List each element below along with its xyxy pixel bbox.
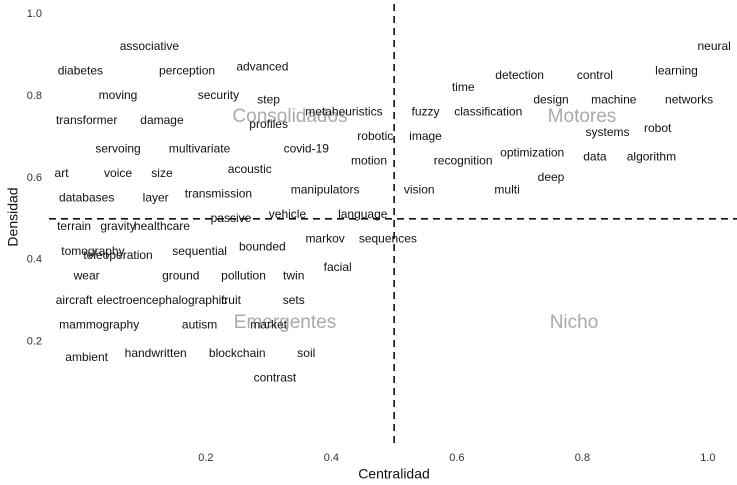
keyword-point: terrain	[57, 219, 91, 233]
keyword-point: image	[409, 129, 442, 143]
keyword-point: markov	[305, 231, 344, 245]
keyword-point: profiles	[249, 117, 288, 131]
keyword-point: covid-19	[284, 141, 330, 155]
quadrant-label: Consolidados	[232, 106, 347, 127]
keyword-point: ground	[162, 268, 199, 282]
keyword-point: fruit	[221, 293, 242, 307]
keyword-point: databases	[59, 191, 114, 205]
keyword-point: diabetes	[58, 64, 103, 78]
keyword-point: size	[151, 166, 173, 180]
keyword-point: twin	[283, 268, 304, 282]
keyword-point: blockchain	[209, 346, 266, 360]
keyword-point: sequential	[172, 244, 227, 258]
quadrant-label: Nicho	[550, 312, 599, 333]
keyword-point: systems	[585, 125, 629, 139]
keyword-point: sets	[283, 293, 305, 307]
keyword-point: sequences	[359, 231, 417, 245]
x-tick-label: 0.2	[198, 452, 213, 464]
x-tick-label: 0.8	[575, 452, 590, 464]
keyword-point: perception	[159, 64, 215, 78]
keyword-point: advanced	[236, 60, 288, 74]
keyword-point: data	[583, 150, 607, 164]
keyword-point: voice	[104, 166, 132, 180]
y-axis-title: Densidad	[5, 187, 21, 246]
keyword-point: gravity	[100, 219, 135, 233]
keyword-point: pollution	[221, 268, 266, 282]
keyword-point: manipulators	[291, 182, 360, 196]
keyword-point: step	[257, 92, 280, 106]
keyword-point: servoing	[95, 141, 140, 155]
keyword-point: security	[198, 88, 239, 102]
keyword-point: machine	[591, 92, 637, 106]
y-tick-label: 1.0	[27, 8, 42, 20]
keyword-point: deep	[538, 170, 565, 184]
keyword-point: neural	[697, 39, 730, 53]
keyword-point: transformer	[56, 113, 117, 127]
keyword-point: ambient	[65, 350, 108, 364]
keyword-point: vehicle	[269, 207, 307, 221]
keyword-point: control	[577, 68, 613, 82]
x-tick-label: 0.4	[324, 452, 339, 464]
y-tick-label: 0.2	[27, 336, 42, 348]
keyword-point: autism	[182, 317, 217, 331]
keyword-point: moving	[99, 88, 138, 102]
keyword-point: optimization	[500, 146, 564, 160]
y-tick-label: 0.4	[27, 254, 42, 266]
keyword-point: metaheuristics	[305, 105, 382, 119]
y-tick-label: 0.6	[27, 172, 42, 184]
keyword-point: aircraft	[56, 293, 93, 307]
keyword-point: motion	[351, 154, 387, 168]
keyword-point: facial	[324, 260, 352, 274]
keyword-point: fuzzy	[412, 105, 440, 119]
keyword-point: bounded	[239, 240, 286, 254]
keyword-point: language	[338, 207, 388, 221]
keyword-point: multi	[494, 182, 519, 196]
keyword-point: associative	[120, 39, 180, 53]
keyword-point: time	[452, 80, 475, 94]
keyword-point: wear	[73, 268, 100, 282]
keyword-point: healthcare	[134, 219, 190, 233]
keyword-point: teleoperation	[83, 248, 152, 262]
keyword-point: tomography	[61, 244, 124, 258]
keyword-point: soil	[297, 346, 315, 360]
keyword-point: detection	[495, 68, 544, 82]
keyword-point: learning	[655, 64, 698, 78]
keyword-point: robotic	[357, 129, 393, 143]
keyword-point: passive	[211, 211, 252, 225]
keyword-point: layer	[143, 191, 169, 205]
keyword-point: acoustic	[228, 162, 272, 176]
keyword-point: robot	[644, 121, 672, 135]
keyword-point: classification	[454, 105, 522, 119]
keyword-point: vision	[404, 182, 435, 196]
keyword-point: networks	[665, 92, 713, 106]
keyword-point: contrast	[254, 371, 297, 385]
x-tick-label: 0.6	[449, 452, 464, 464]
keyword-point: mammography	[59, 317, 139, 331]
keyword-point: recognition	[434, 154, 493, 168]
keyword-point: handwritten	[125, 346, 187, 360]
quadrant-label: Motores	[548, 106, 617, 127]
keyword-point: art	[55, 166, 70, 180]
x-tick-label: 1.0	[700, 452, 715, 464]
quadrant-label: Emergentes	[234, 312, 336, 333]
y-tick-label: 0.8	[27, 90, 42, 102]
keyword-point: design	[533, 92, 568, 106]
keyword-point: market	[250, 317, 287, 331]
keyword-point: algorithm	[627, 150, 676, 164]
keyword-point: transmission	[185, 186, 252, 200]
keyword-point: damage	[140, 113, 184, 127]
x-axis-title: Centralidad	[358, 466, 430, 482]
keyword-point: multivariate	[169, 141, 231, 155]
keyword-point: electroencephalographic	[97, 293, 228, 307]
